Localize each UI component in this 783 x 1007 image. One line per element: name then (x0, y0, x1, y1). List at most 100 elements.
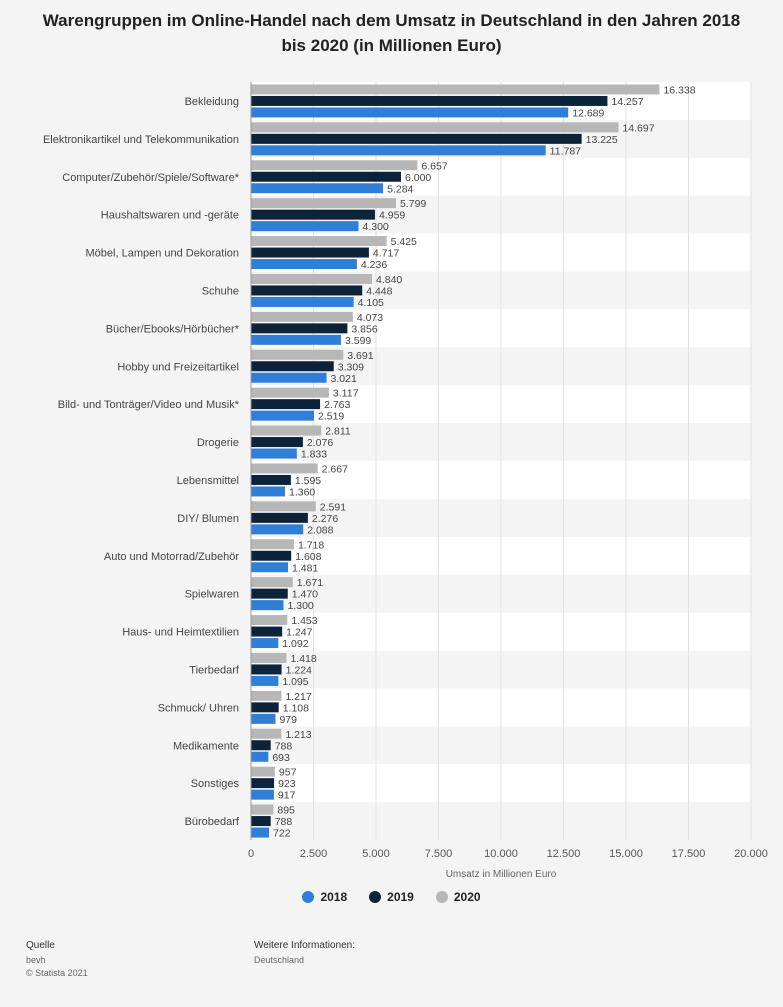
bar-2018 (251, 221, 359, 232)
source-label: Quelle (26, 940, 55, 951)
legend-item-2019[interactable]: 2019 (369, 890, 414, 904)
bar-2019 (251, 171, 401, 182)
data-label-2020: 1.213 (285, 729, 311, 741)
x-tick-label: 10.000 (484, 848, 518, 860)
bar-2018 (251, 827, 270, 838)
data-label-2020: 2.811 (325, 426, 351, 438)
category-label: Schuhe (202, 285, 239, 297)
data-label-2019: 788 (275, 816, 293, 828)
bar-2020 (251, 804, 274, 815)
source-text: bevh © Statista 2021 (26, 954, 88, 980)
x-tick-label: 20.000 (734, 848, 768, 860)
bar-2019 (251, 437, 303, 448)
data-label-2018: 3.021 (331, 373, 357, 385)
bar-2019 (251, 740, 271, 751)
bar-2020 (251, 84, 660, 95)
bar-2018 (251, 751, 269, 762)
data-label-2018: 4.105 (358, 297, 384, 309)
bar-2019 (251, 512, 308, 523)
bar-2019 (251, 550, 292, 561)
x-tick-label: 15.000 (609, 848, 643, 860)
bar-2020 (251, 690, 282, 701)
data-label-2018: 4.300 (363, 221, 389, 233)
bar-2020 (251, 501, 316, 512)
x-tick-label: 0 (248, 848, 254, 860)
legend: 2018 2019 2020 (0, 890, 783, 904)
category-label: Elektronikartikel und Telekommunikation (43, 134, 239, 146)
category-label: Schmuck/ Uhren (158, 702, 239, 714)
info-label: Weitere Informationen: (254, 940, 355, 951)
source-line: bevh (26, 955, 46, 965)
data-label-2019: 1.608 (295, 551, 321, 563)
bar-2018 (251, 675, 279, 686)
category-label: Sonstiges (191, 778, 240, 790)
data-label-2020: 14.697 (622, 122, 654, 134)
category-label: Bürobedarf (185, 816, 240, 828)
data-label-2020: 3.117 (333, 388, 359, 400)
category-label: Auto und Motorrad/Zubehör (104, 551, 239, 563)
legend-item-2020[interactable]: 2020 (435, 890, 481, 904)
category-label: Bücher/Ebooks/Hörbücher* (106, 323, 240, 335)
data-label-2018: 4.236 (361, 259, 387, 271)
bar-2020 (251, 236, 387, 247)
bar-2020 (251, 122, 619, 133)
data-label-2019: 1.224 (286, 664, 312, 676)
bar-2019 (251, 702, 279, 713)
category-label: Haushaltswaren und -geräte (101, 210, 239, 222)
bar-2018 (251, 259, 357, 270)
data-label-2018: 1.095 (282, 676, 308, 688)
data-label-2020: 1.418 (290, 653, 316, 665)
legend-label-2020: 2020 (453, 890, 481, 904)
bar-2019 (251, 95, 608, 106)
category-label: Bekleidung (185, 96, 239, 108)
bar-2020 (251, 577, 293, 588)
bar-2020 (251, 652, 287, 663)
data-label-2019: 13.225 (586, 134, 618, 146)
bar-2018 (251, 334, 341, 345)
bar-2020 (251, 425, 322, 436)
bar-2019 (251, 588, 288, 599)
x-tick-label: 12.500 (547, 848, 581, 860)
data-label-2020: 5.799 (400, 198, 426, 210)
category-label: Medikamente (173, 740, 239, 752)
data-label-2018: 1.300 (288, 600, 314, 612)
bar-2020 (251, 311, 353, 322)
data-label-2019: 2.076 (307, 437, 333, 449)
data-label-2020: 6.657 (421, 160, 447, 172)
info-text: Deutschland (254, 955, 305, 965)
bar-2019 (251, 778, 275, 789)
legend-item-2018[interactable]: 2018 (302, 890, 347, 904)
data-label-2018: 2.519 (318, 411, 344, 423)
data-label-2019: 2.276 (312, 513, 338, 525)
bar-2020 (251, 349, 344, 360)
bar-2020 (251, 766, 275, 777)
data-label-2020: 1.453 (291, 615, 317, 627)
data-label-2019: 1.247 (286, 627, 312, 639)
legend-marker-2020 (435, 891, 448, 903)
data-label-2019: 1.108 (283, 702, 309, 714)
data-label-2020: 16.338 (663, 84, 695, 96)
x-tick-label: 7.500 (425, 848, 453, 860)
bar-2018 (251, 562, 289, 573)
legend-label-2018: 2018 (320, 890, 348, 904)
bar-2018 (251, 448, 297, 459)
category-label: Bild- und Tonträger/Video und Musik* (58, 399, 240, 411)
bar-2019 (251, 323, 348, 334)
data-label-2020: 2.591 (320, 501, 346, 513)
data-label-2019: 3.309 (338, 361, 364, 373)
data-label-2018: 917 (278, 790, 296, 802)
category-label: Spielwaren (185, 589, 239, 601)
category-label: Drogerie (197, 437, 239, 449)
x-tick-label: 2.500 (300, 848, 328, 860)
copyright-line[interactable]: © Statista 2021 (26, 968, 88, 978)
bar-2019 (251, 247, 369, 258)
bar-2018 (251, 486, 285, 497)
data-label-2019: 3.856 (351, 323, 377, 335)
data-label-2019: 923 (278, 778, 296, 790)
bar-2019 (251, 474, 291, 485)
bar-2019 (251, 209, 375, 220)
bar-2018 (251, 600, 284, 611)
data-label-2018: 5.284 (387, 183, 413, 195)
bar-2018 (251, 638, 279, 649)
data-label-2019: 788 (275, 740, 293, 752)
